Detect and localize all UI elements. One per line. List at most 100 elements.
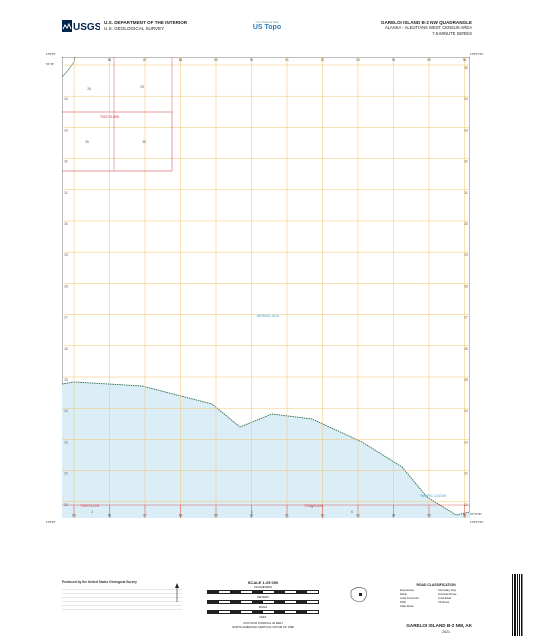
bottom-tick-label: 86 [108, 514, 112, 518]
section-number: 2 [91, 510, 93, 514]
township-ticks-bottom [73, 505, 465, 518]
left-tick-label: 28 [64, 284, 68, 288]
bottom-tick-label: 96 [463, 514, 467, 518]
water-label: BERING SEA [257, 314, 280, 318]
section-number: 5 [311, 505, 313, 509]
left-tick-label: 30 [64, 222, 68, 226]
usgs-logo-icon: USGS [62, 20, 100, 32]
right-tick-label: 34 [464, 97, 468, 101]
left-tick-label: 29 [64, 253, 68, 257]
left-tick-label: 34 [64, 97, 68, 101]
scale-bar-mi [207, 610, 319, 614]
top-tick-label: 93 [356, 58, 360, 62]
right-tick-label: 32 [464, 160, 468, 164]
right-tick-label: 28 [464, 284, 468, 288]
right-tick-label: 26 [464, 347, 468, 351]
top-tick-label: 90 [250, 58, 254, 62]
road-item: 4WD [400, 601, 406, 604]
left-tick-label: 33 [64, 128, 68, 132]
unit-meters: METERS [257, 595, 269, 599]
department-block: U.S. DEPARTMENT OF THE INTERIOR U.S. GEO… [104, 20, 187, 32]
right-tick-label: 33 [464, 128, 468, 132]
corner-top-right: 178°37'30" [470, 52, 484, 56]
township-label-2: T93S R121W [80, 504, 99, 508]
dept-line1: U.S. DEPARTMENT OF THE INTERIOR [104, 20, 188, 25]
township-label-1: T92S R120W [100, 115, 119, 119]
top-tick-label: 94 [392, 58, 396, 62]
scale-bar-m [207, 600, 319, 604]
bottom-tick-label: 89 [214, 514, 218, 518]
road-classification: ROAD CLASSIFICATION Expressway Secondary… [400, 583, 472, 613]
left-tick-label: 32 [64, 160, 68, 164]
top-tick-label: 86 [108, 58, 112, 62]
section-number: 25 [140, 85, 144, 89]
location-map-icon [350, 587, 367, 602]
product-logo-text: US Topo [252, 24, 282, 31]
bottom-tick-label: 90 [250, 514, 254, 518]
bottom-tick-label: 87 [143, 514, 147, 518]
right-tick-label: 31 [464, 191, 468, 195]
left-tick-label: 21 [64, 503, 68, 507]
road-item: Local Connector [400, 597, 419, 600]
quad-subtitle-1: ALASKA - ALEUTIANS WEST CENSUS AREA [385, 25, 472, 31]
road-item: Local Road [438, 597, 452, 600]
left-tick-label: 31 [64, 191, 68, 195]
road-item: Ramp [400, 593, 407, 596]
bottom-tick-label: 91 [285, 514, 289, 518]
top-tick-label: 92 [321, 58, 325, 62]
section-number: 26 [87, 87, 91, 91]
section-number: 36 [142, 140, 146, 144]
produced-by-block: Produced by the United States Geological… [62, 580, 182, 610]
product-tagline: The National Map [255, 20, 279, 24]
right-tick-label: 30 [464, 222, 468, 226]
north-arrow-icon [175, 583, 179, 602]
top-tick-label: 96 [463, 58, 467, 62]
bottom-tick-label: 92 [321, 514, 325, 518]
section-number: 35 [85, 140, 89, 144]
unit-km: KILOMETERS [253, 585, 273, 589]
right-tick-label: 27 [464, 316, 468, 320]
bottom-tick-label: 85 [72, 514, 76, 518]
road-item: Expressway [400, 589, 414, 592]
bottom-tick-label: 88 [179, 514, 183, 518]
topo-map[interactable]: T92S R120W T93S R121W T93S R120W BERING … [62, 57, 470, 518]
quad-subtitle-2: 7.5-MINUTE SERIES [432, 30, 472, 36]
right-tick-label: 25 [464, 378, 468, 382]
quad-title-block: GARELOI ISLAND B-2 NW QUADRANGLE ALASKA … [360, 20, 472, 36]
right-tick-label: 29 [464, 253, 468, 257]
produced-by: Produced by the United States Geological… [62, 580, 137, 584]
us-topo-logo: The National Map US Topo [244, 20, 290, 36]
dept-line2: U.S. GEOLOGICAL SURVEY [104, 26, 165, 31]
corner-top-left: 178°45' [46, 52, 56, 56]
ocean-area [62, 382, 470, 518]
corner-bottom-left: 178°45' [46, 520, 56, 524]
road-class-title: ROAD CLASSIFICATION [416, 583, 456, 587]
left-tick-label: 24 [64, 409, 68, 413]
section-number: 6 [351, 510, 353, 514]
shoreline [62, 381, 470, 516]
right-tick-label: 23 [464, 440, 468, 444]
ocean-label: PACIFIC OCEAN [420, 494, 447, 498]
barcode-icon [512, 574, 523, 636]
township-boundary [62, 111, 173, 172]
datum-note: NORTH AMERICAN VERTICAL DATUM OF 1988 [232, 625, 294, 629]
right-tick-label: 21 [464, 503, 468, 507]
lat-bottom-label: 51°37'30" [470, 512, 482, 516]
road-item: Secondary Hwy [438, 589, 457, 592]
quad-name-bottom: GARELOI ISLAND B-2 NW, AK [406, 623, 472, 628]
top-tick-label: 87 [143, 58, 147, 62]
unit-feet: FEET [259, 615, 267, 619]
road-item: Interstate Route [438, 593, 457, 596]
section-number: 1 [251, 510, 253, 514]
left-tick-label: 27 [64, 316, 68, 320]
right-tick-label: 22 [464, 472, 468, 476]
right-tick-label: 24 [464, 409, 468, 413]
quad-title: GARELOI ISLAND B-2 NW QUADRANGLE [380, 20, 472, 25]
scale-bar-block: SCALE 1:25 000 KILOMETERS METERS MILES F… [198, 580, 328, 629]
corner-bottom-right: 178°37'30" [470, 520, 484, 524]
lat-top-label: 51°45' [46, 62, 54, 66]
left-tick-label: 22 [64, 472, 68, 476]
bottom-tick-label: 94 [392, 514, 396, 518]
edition-year: 2021 [442, 630, 450, 634]
scale-bar-km [207, 590, 319, 594]
